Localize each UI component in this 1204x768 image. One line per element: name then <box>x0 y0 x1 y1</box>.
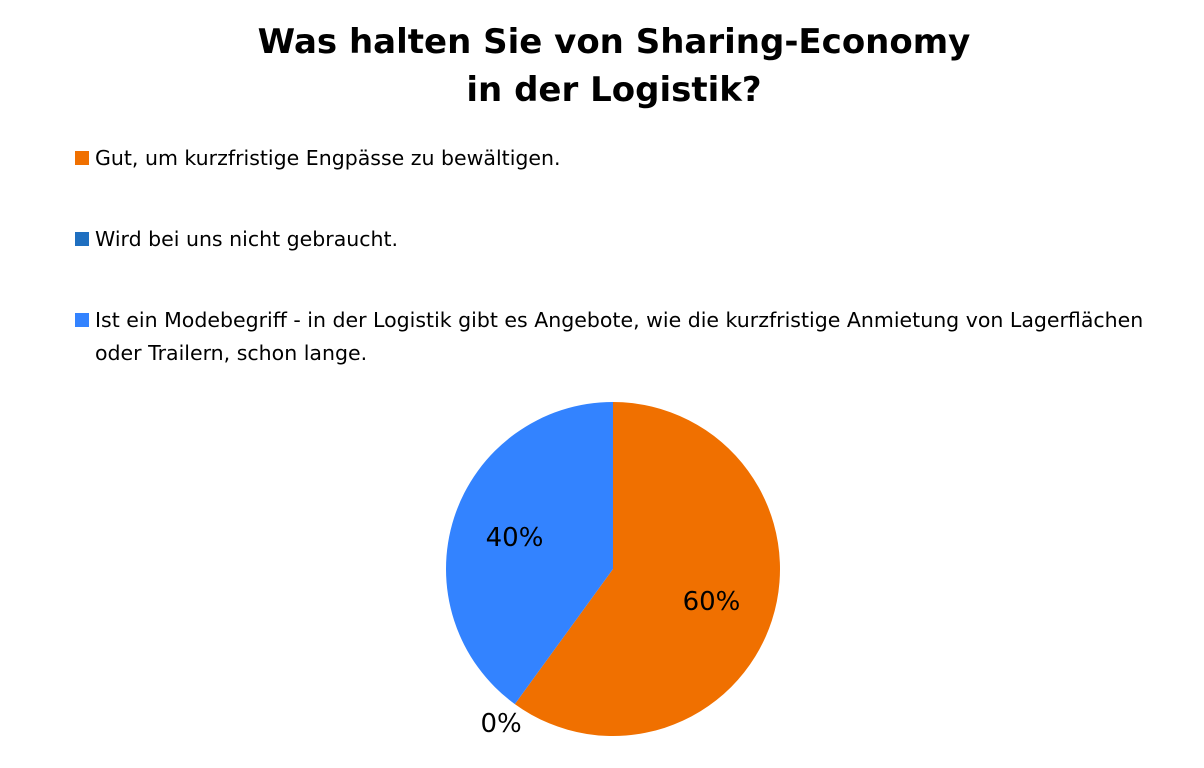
legend-label-modebegriff: Ist ein Modebegriff - in der Logistik gi… <box>95 308 1144 365</box>
data-label-gut: 60% <box>683 587 741 617</box>
legend-label-nicht-gebraucht: Wird bei uns nicht gebraucht. <box>95 227 399 251</box>
chart-title-line-1: Was halten Sie von Sharing-Economy <box>257 22 971 62</box>
chart-title: Was halten Sie von Sharing-Economy in de… <box>0 18 1204 114</box>
data-label-nicht-gebraucht: 0% <box>480 709 521 739</box>
legend-swatch-gut <box>75 151 89 165</box>
data-label-modebegriff: 40% <box>486 523 544 553</box>
chart-legend: Gut, um kurzfristige Engpässe zu bewälti… <box>75 142 1185 370</box>
pie-slice-modebegriff <box>446 402 613 705</box>
legend-swatch-nicht-gebraucht <box>75 232 89 246</box>
legend-item-nicht-gebraucht: Wird bei uns nicht gebraucht. <box>75 223 1185 256</box>
pie-slices <box>446 402 780 737</box>
legend-swatch-modebegriff <box>75 313 89 327</box>
legend-item-modebegriff: Ist ein Modebegriff - in der Logistik gi… <box>75 304 1185 370</box>
pie-slice-gut <box>514 402 780 737</box>
chart-title-line-2: in der Logistik? <box>466 70 762 110</box>
legend-item-gut: Gut, um kurzfristige Engpässe zu bewälti… <box>75 142 1185 175</box>
pie-data-labels: 60% 0% 40% <box>480 523 740 739</box>
legend-label-gut: Gut, um kurzfristige Engpässe zu bewälti… <box>95 146 561 170</box>
